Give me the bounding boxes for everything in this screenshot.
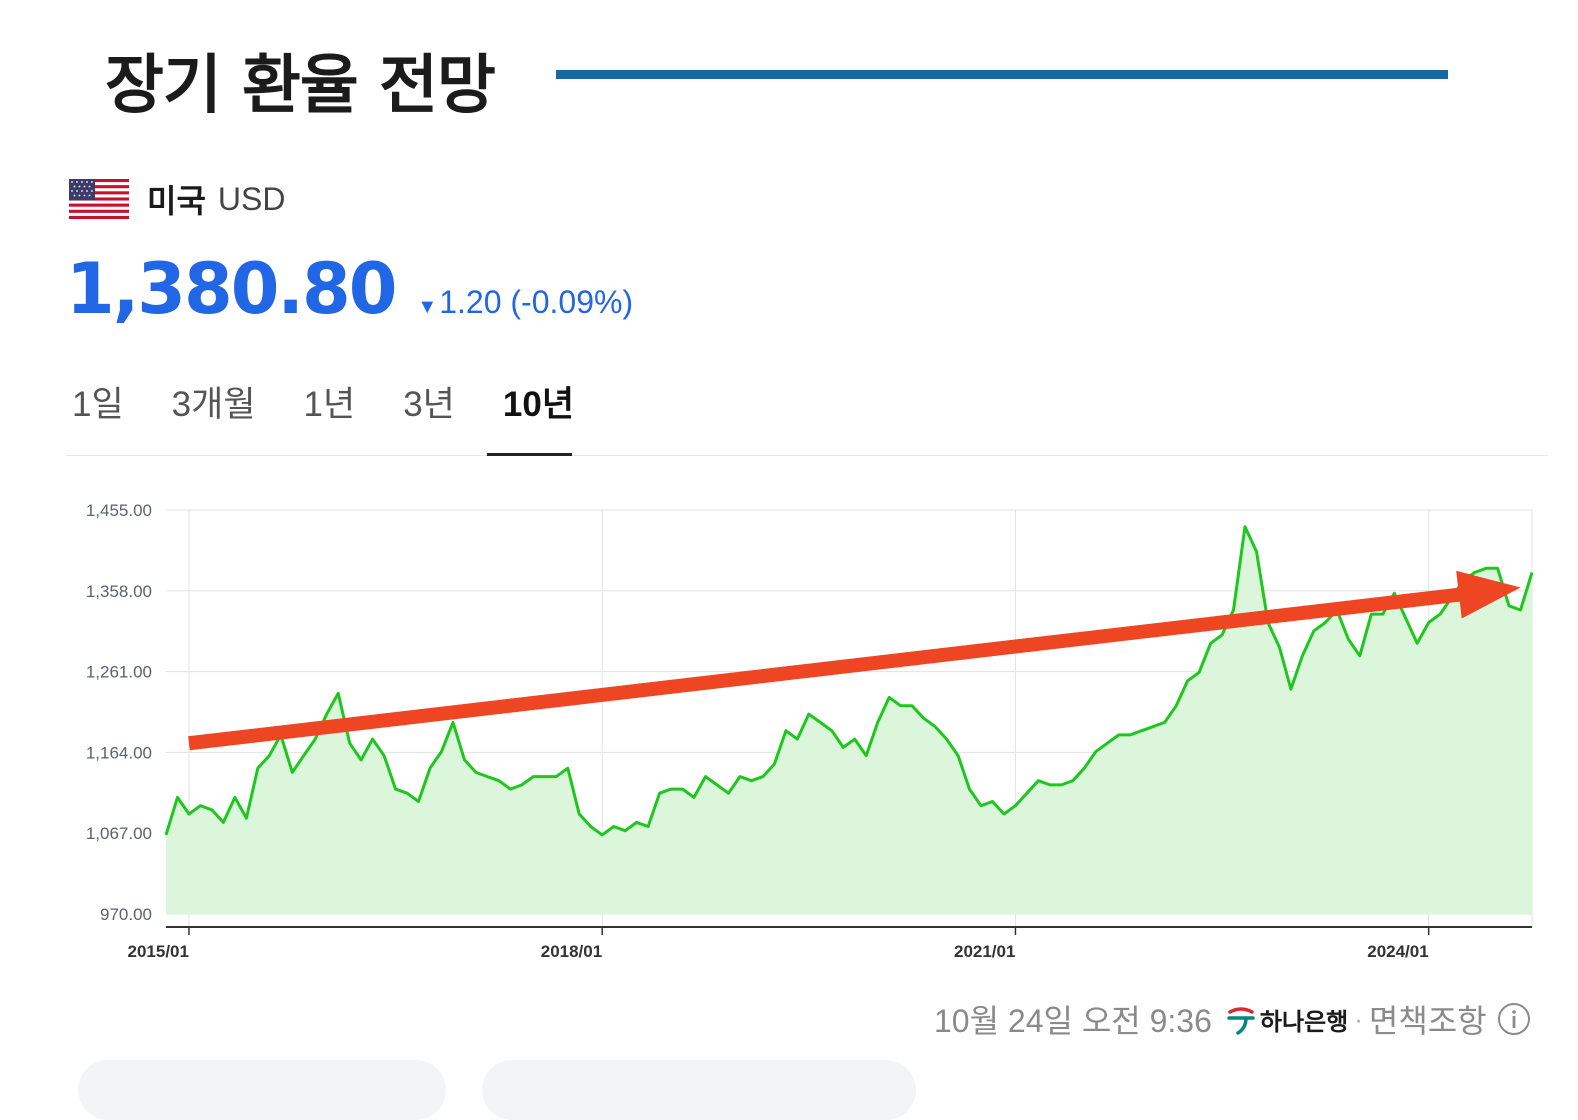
trend-arrow — [188, 570, 1521, 751]
tab-1-year[interactable]: 1년 — [303, 385, 356, 424]
tab-3-months[interactable]: 3개월 — [171, 385, 256, 424]
y-tick-label: 1,164.00 — [86, 743, 152, 762]
bottom-card-1[interactable] — [78, 1060, 446, 1120]
bank-name: 하나은행 — [1259, 1007, 1349, 1036]
x-tick-label: 2015/01 — [128, 942, 189, 961]
exchange-rate: 1,380.80 — [66, 248, 397, 330]
x-tick-label: 2018/01 — [541, 942, 602, 961]
tab-1-day[interactable]: 1일 — [72, 385, 124, 424]
y-tick-label: 970.00 — [100, 905, 152, 924]
update-timestamp: 10월 24일 오전 9:36 — [934, 1003, 1212, 1039]
tab-10-years[interactable]: 10년 — [502, 385, 575, 424]
us-flag-icon — [69, 179, 129, 219]
y-tick-label: 1,358.00 — [86, 582, 152, 601]
x-tick-label: 2024/01 — [1367, 942, 1428, 961]
country-name: 미국 — [147, 182, 206, 220]
hana-bank-logo-icon — [1227, 1007, 1255, 1035]
y-tick-label: 1,455.00 — [86, 501, 152, 520]
x-tick-label: 2021/01 — [954, 942, 1015, 961]
price-row: 1,380.80 ▼ 1.20 (-0.09%) — [66, 248, 633, 330]
rate-area — [166, 526, 1532, 914]
y-tick-label: 1,067.00 — [86, 824, 152, 843]
footer: 10월 24일 오전 9:36 하나은행 · 면책조항 — [934, 996, 1531, 1042]
footer-separator: · — [1354, 1003, 1363, 1034]
rate-change: 1.20 (-0.09%) — [439, 284, 634, 320]
y-tick-label: 1,261.00 — [86, 663, 152, 682]
tab-3-years[interactable]: 3년 — [403, 385, 455, 424]
currency-header: 미국 USD — [69, 178, 285, 220]
bottom-card-2[interactable] — [482, 1060, 916, 1120]
title-divider — [556, 70, 1448, 79]
info-icon[interactable] — [1497, 1002, 1531, 1036]
bank-logo[interactable]: 하나은행 — [1226, 1002, 1348, 1037]
down-triangle-icon: ▼ — [417, 296, 438, 318]
y-axis-labels: 970.00 1,067.00 1,164.00 1,261.00 1,358.00 1,… — [86, 501, 152, 924]
x-axis-labels: 2015/01 2018/01 2021/01 2024/01 — [128, 942, 1429, 961]
period-tabs: 1일 3개월 1년 3년 10년 — [72, 376, 622, 427]
currency-code: USD — [217, 180, 286, 217]
page-title: 장기 환율 전망 — [105, 49, 496, 123]
active-tab-indicator — [487, 453, 572, 456]
tabs-divider — [66, 455, 1548, 456]
exchange-rate-chart: 970.00 1,067.00 1,164.00 1,261.00 1,358.00 1,… — [86, 501, 1534, 961]
disclaimer-link[interactable]: 면책조항 — [1368, 1003, 1487, 1039]
rate-line — [164, 525, 1534, 837]
